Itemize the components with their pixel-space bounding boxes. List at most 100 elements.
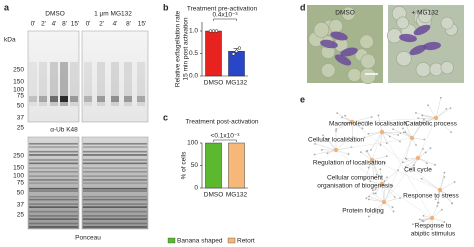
leaf-node [365,121,368,123]
bar-segment [228,142,245,189]
red-cell [415,62,431,78]
lane-label: 8' [126,21,131,28]
leaf-node [443,221,446,223]
node-label: Cellular component [327,175,383,182]
band [29,195,78,198]
significance-bracket [213,139,237,142]
hub-node [379,181,385,187]
bar [228,51,245,77]
leaf-node [383,180,386,182]
band [29,182,78,184]
leaf-node [313,153,316,156]
leaf-node [392,210,395,213]
leaf-node [386,176,388,179]
leaf-node [368,215,370,218]
leaf-node [377,114,380,117]
band [83,195,147,198]
parasite [330,31,348,41]
lane-label: 0' [86,21,91,28]
band [29,203,78,205]
leaf-node [384,162,387,164]
hub-node [349,119,355,125]
band [70,96,78,102]
leaf-node [351,136,354,139]
edge [431,202,439,219]
marker-label: 50 [17,103,25,110]
leaf-node [445,107,448,110]
edge [336,121,353,130]
band [83,179,147,181]
leaf-node [335,128,338,131]
leaf-node [399,197,401,199]
band [50,96,58,102]
blot-bands [29,62,147,228]
parasite [320,39,338,49]
leaf-node [360,151,362,154]
smear [29,62,37,106]
leaf-node [343,123,346,125]
leaf-node [418,234,421,237]
hub-node [429,215,435,221]
leaf-node [370,116,373,118]
marker-label: 75 [17,180,25,187]
leaf-node [327,138,330,140]
edge [405,137,413,159]
leaf-node [388,135,391,138]
legend-swatch [167,237,176,244]
smear [97,62,105,106]
leaf-node [341,121,344,124]
leaf-node [422,220,425,223]
node-label: Regulation of localisation [313,160,386,167]
marker-label: 37 [17,115,25,122]
y-axis-label: 15 min post activation [183,17,190,80]
group-label: 1 µm MG132 [94,11,132,18]
hub-node [415,155,421,161]
band [60,96,68,102]
y-tick-label: 0 [194,185,198,192]
leaf-node [326,152,329,155]
band [29,222,78,225]
network [313,96,456,237]
edge [335,137,413,151]
chart-title: Treatment post-activation [185,119,258,126]
leaf-node [409,168,412,171]
blot-upper-dmso [27,30,80,123]
edge [415,112,437,119]
edge [383,157,419,203]
parasite [399,33,417,43]
y-tick-label: 0.0 [189,73,198,80]
edge [335,149,383,185]
leaf-node [439,96,442,99]
edge [368,131,383,135]
edge [371,155,387,161]
node-label: Response to [415,223,452,230]
data-point [211,29,216,33]
x-tick-label: MG132 [226,80,248,87]
edge [381,183,433,219]
node-label: Response to stress [403,193,459,200]
edge [335,137,350,151]
leaf-node [415,144,417,146]
leaf-node [415,112,417,114]
marker-label: 100 [13,87,24,94]
edge [381,131,399,136]
marker-label: 250 [13,153,24,160]
band [83,154,147,156]
leaf-node [368,195,370,198]
edge [439,172,445,191]
leaf-node [443,171,446,174]
leaf-node [385,142,388,145]
x-tick-label: DMSO [204,192,224,199]
edge [322,135,337,151]
band [124,96,132,102]
leaf-node [418,218,421,221]
x-tick-label: DMSO [204,80,224,87]
leaf-node [376,212,379,214]
band [83,159,147,161]
y-tick-label: 100 [187,140,198,147]
edge [439,189,453,204]
data-point [208,29,213,33]
leaf-node [404,157,407,160]
leaf-node [425,162,428,165]
marker-label: 25 [17,212,25,219]
